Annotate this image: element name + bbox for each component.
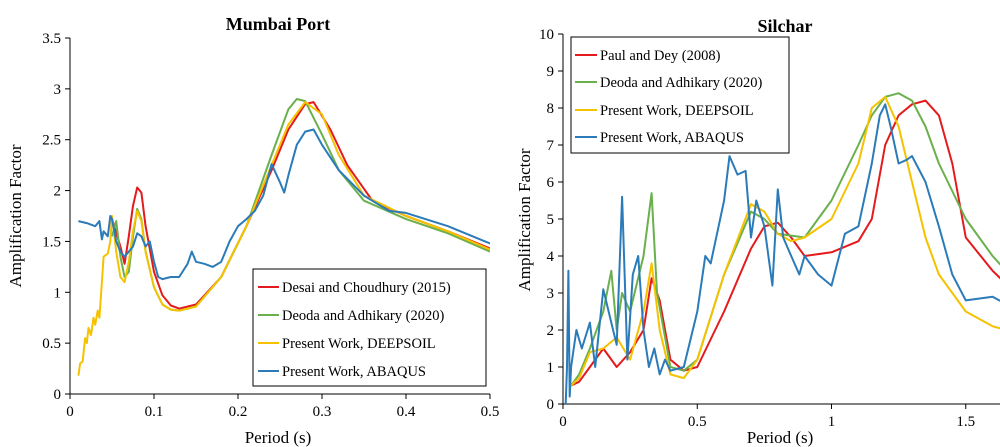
y-tick-label: 0 <box>54 387 62 403</box>
tick-group: 0 0.5 1 1.5 0 1 2 3 4 5 6 7 8 9 10 <box>539 27 975 430</box>
y-tick-label: 0 <box>547 397 555 413</box>
legend-box <box>570 36 790 154</box>
legend-entry-3: Present Work, ABAQUS <box>282 364 426 380</box>
tick-group: 0 0.1 0.2 0.3 0.4 0.5 0 0.5 1 1.5 2 2.5 3 3.5 <box>42 31 499 420</box>
x-tick-label: 1.5 <box>956 414 975 430</box>
y-axis-title: Amplification Factor <box>6 144 25 287</box>
y-tick-label: 3 <box>547 286 555 302</box>
y-tick-label: 6 <box>547 175 555 191</box>
y-tick-label: 0.5 <box>42 336 61 352</box>
y-tick-label: 3.5 <box>42 31 61 47</box>
x-axis-title: Period (s) <box>245 428 312 447</box>
series-line-2 <box>570 95 1000 387</box>
x-tick-label: 0.4 <box>397 404 416 420</box>
x-tick-label: 1 <box>828 414 836 430</box>
y-tick-label: 2 <box>547 323 555 339</box>
chart-title: Mumbai Port <box>226 14 330 34</box>
x-tick-label: 0.3 <box>313 404 332 420</box>
y-tick-label: 9 <box>547 64 555 80</box>
chart-mumbai-port: Mumbai Port 0 0.1 0.2 0.3 0.4 0.5 0 0.5 1 1.5 2 2.5… <box>6 14 499 447</box>
x-tick-label: 0.1 <box>145 404 164 420</box>
legend: Paul and Dey (2008) Deoda and Adhikary (… <box>570 36 790 154</box>
y-tick-label: 1 <box>547 360 555 376</box>
x-tick-label: 0.2 <box>229 404 248 420</box>
plot-area: 0 0.5 1 1.5 0 1 2 3 4 5 6 7 8 9 10 <box>539 27 1000 430</box>
y-tick-label: 1 <box>54 285 62 301</box>
y-tick-label: 10 <box>539 27 554 43</box>
y-tick-label: 3 <box>54 82 62 98</box>
y-tick-label: 2.5 <box>42 133 61 149</box>
legend-entry-0: Desai and Choudhury (2015) <box>282 280 451 296</box>
series-group <box>77 98 490 376</box>
y-tick-label: 5 <box>547 212 555 228</box>
y-tick-label: 8 <box>547 101 555 117</box>
series-line-0 <box>111 101 490 310</box>
x-tick-label: 0 <box>559 414 567 430</box>
x-tick-label: 0.5 <box>688 414 707 430</box>
x-tick-label: 0.5 <box>481 404 500 420</box>
x-axis-title: Period (s) <box>747 428 814 447</box>
legend-entry-1: Deoda and Adhikary (2020) <box>282 308 444 324</box>
series-line-2 <box>77 101 490 376</box>
y-tick-label: 4 <box>547 249 555 265</box>
y-tick-label: 1.5 <box>42 234 61 250</box>
legend-entry-3: Present Work, ABAQUS <box>600 130 744 146</box>
legend-entry-0: Paul and Dey (2008) <box>600 48 721 64</box>
series-line-3 <box>564 103 1000 405</box>
y-axis-title: Amplification Factor <box>515 148 534 291</box>
x-tick-label: 0 <box>66 404 74 420</box>
legend-entry-2: Present Work, DEEPSOIL <box>282 336 436 352</box>
series-line-3 <box>78 128 490 281</box>
y-tick-label: 2 <box>54 184 62 200</box>
y-tick-label: 7 <box>547 138 555 154</box>
legend-entry-2: Present Work, DEEPSOIL <box>600 103 754 119</box>
chart-title: Silchar <box>757 16 812 36</box>
legend: Desai and Choudhury (2015) Deoda and Adh… <box>252 268 487 387</box>
legend-entry-1: Deoda and Adhikary (2020) <box>600 75 762 91</box>
legend-box <box>252 268 487 387</box>
series-group <box>564 92 1000 405</box>
plot-area: 0 0.1 0.2 0.3 0.4 0.5 0 0.5 1 1.5 2 2.5 3 3.5 <box>42 31 499 420</box>
